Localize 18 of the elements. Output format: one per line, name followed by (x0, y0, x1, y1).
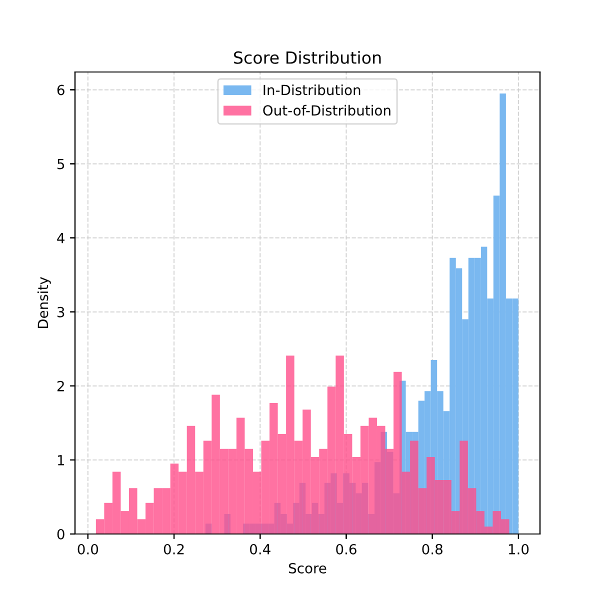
y-tick-label: 6 (57, 84, 64, 96)
y-tick-label: 1 (58, 455, 64, 466)
x-tick-label: 0.6 (336, 544, 356, 554)
y-axis-title: Density (37, 277, 51, 328)
y-tick-label: 5 (58, 158, 64, 170)
y-tick-label: 3 (58, 306, 64, 318)
x-tick-label: 0.0 (78, 544, 98, 554)
y-tick-label: 2 (57, 380, 64, 392)
x-tick-label: 0.4 (250, 544, 270, 554)
legend-label: In-Distribution (264, 84, 360, 96)
x-axis-title: Score (288, 562, 326, 574)
y-tick-label: 4 (57, 232, 64, 244)
x-tick-label: 0.2 (164, 544, 184, 554)
legend-label: Out-of-Distribution (263, 104, 390, 116)
chart-title: Score Distribution (234, 51, 381, 64)
y-tick-label: 0 (57, 528, 64, 540)
x-tick-label: 1.0 (508, 544, 529, 554)
x-tick-label: 0.8 (422, 544, 442, 554)
